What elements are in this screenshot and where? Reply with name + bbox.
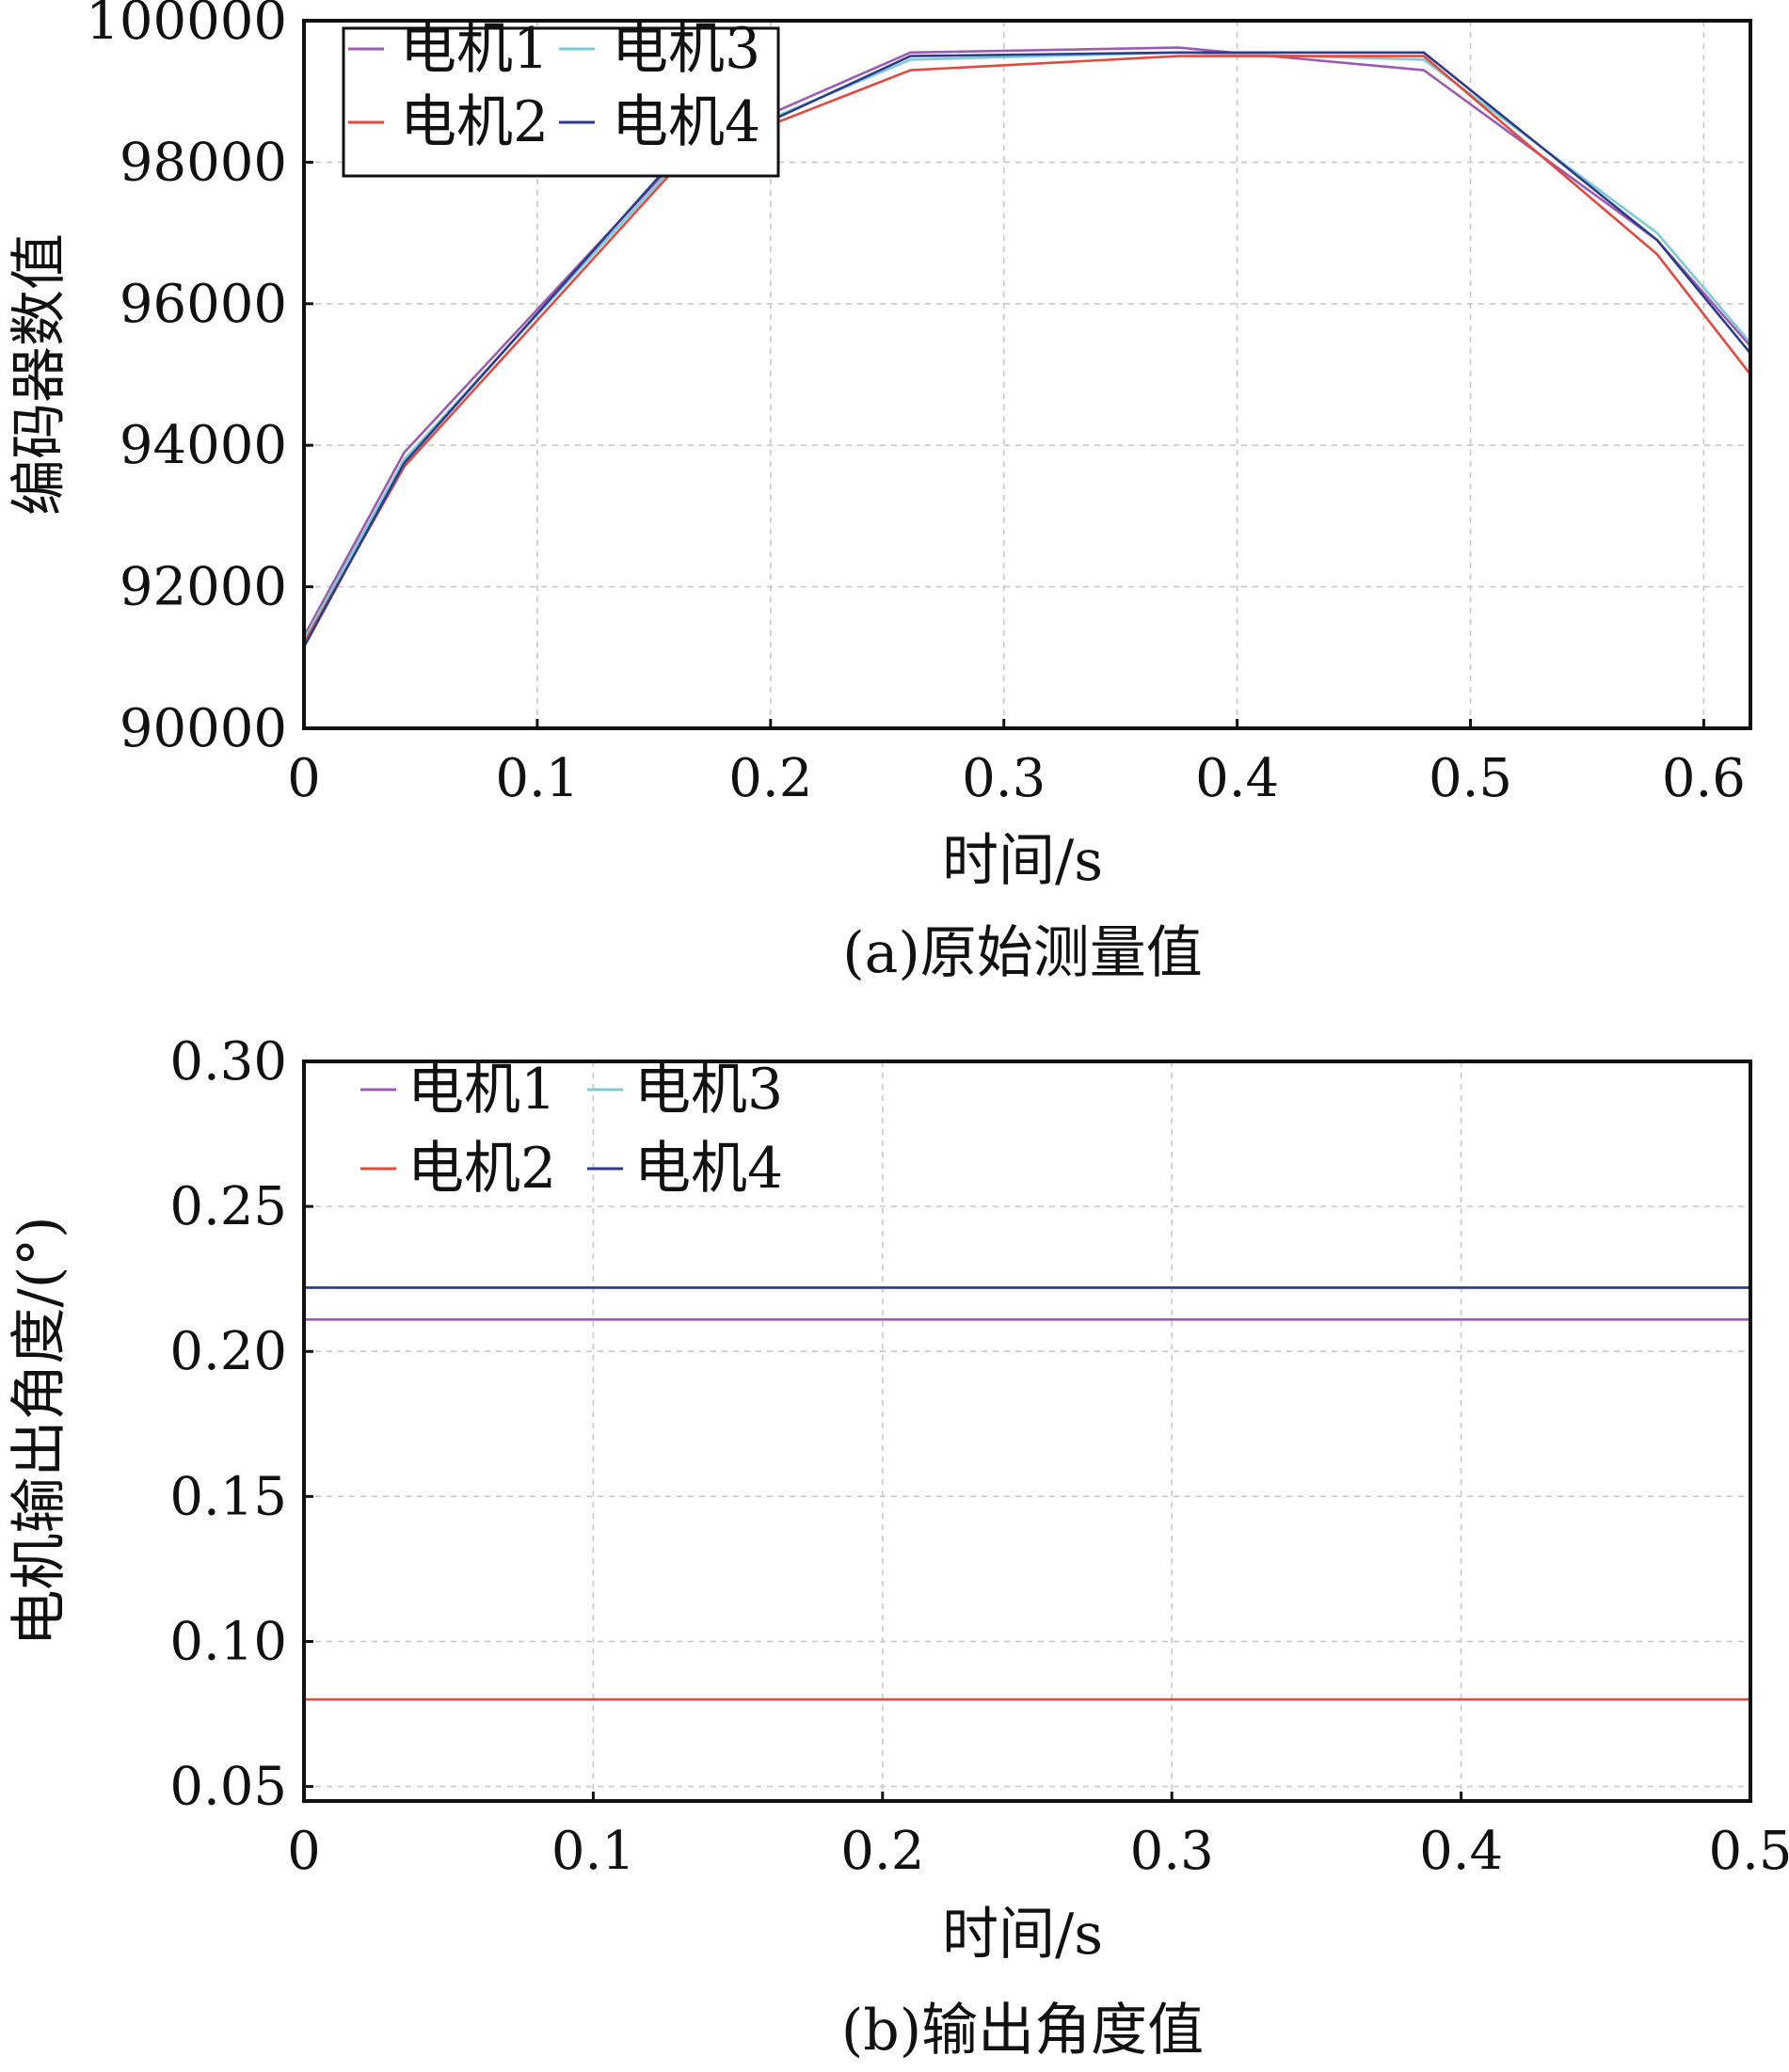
x-tick-label: 0.2 — [728, 748, 812, 809]
x-tick-label: 0.1 — [551, 1821, 635, 1882]
legend-label-4: 电机4 — [634, 1136, 783, 1202]
y-tick-label: 98000 — [120, 132, 287, 193]
x-tick-label: 0.4 — [1419, 1821, 1503, 1882]
x-axis-title: 时间/s — [942, 828, 1103, 894]
y-tick-label: 0.05 — [169, 1757, 287, 1818]
x-tick-label: 0.2 — [840, 1821, 924, 1882]
series-line-2 — [302, 51, 1751, 641]
x-tick-label: 0.5 — [1708, 1821, 1789, 1882]
legend-label-2: 电机3 — [612, 16, 760, 82]
figure-caption: (a)原始测量值 — [842, 920, 1203, 986]
legend-label-3: 电机2 — [400, 89, 549, 155]
y-tick-label: 94000 — [120, 415, 287, 476]
legend: 电机1 电机3 电机2 电机4 — [360, 1057, 783, 1202]
series-line-4 — [302, 51, 1752, 648]
legend-label-1: 电机1 — [407, 1057, 556, 1123]
series-line-3 — [302, 55, 1752, 645]
plot-area-frame — [302, 19, 1752, 730]
x-axis-title: 时间/s — [942, 1902, 1103, 1968]
legend-label-2: 电机3 — [634, 1057, 783, 1123]
y-tick-label: 90000 — [120, 698, 287, 759]
legend-label-1: 电机1 — [400, 16, 549, 82]
legend: 电机1 电机3 电机2 电机4 — [342, 16, 780, 178]
figure-caption: (b)输出角度值 — [841, 1998, 1204, 2064]
y-tick-label: 0.10 — [169, 1611, 287, 1672]
x-tick-label: 0.3 — [1130, 1821, 1214, 1882]
y-tick-label: 92000 — [120, 557, 287, 618]
chart-panel-b: 0 0.1 0.2 0.3 0.4 0.5 0.05 0.10 0.15 0.20 0.25 0.30… — [7, 1031, 1789, 2064]
x-tick-label: 0.6 — [1662, 748, 1746, 809]
y-tick-label: 0.25 — [169, 1176, 287, 1237]
x-tick-label: 0.1 — [495, 748, 579, 809]
y-tick-label: 100000 — [86, 0, 287, 52]
y-axis-title: 电机输出角度/(°) — [7, 1216, 72, 1646]
y-tick-label: 0.15 — [169, 1466, 287, 1527]
x-tick-label: 0.5 — [1429, 748, 1512, 809]
legend-frame — [342, 26, 780, 178]
y-axis-title: 编码器数值 — [7, 233, 72, 516]
y-tick-label: 96000 — [120, 274, 287, 335]
x-tick-label: 0 — [287, 1821, 321, 1882]
series-line-1 — [302, 46, 1751, 637]
legend-label-4: 电机4 — [612, 89, 760, 155]
y-tick-label: 0.30 — [169, 1031, 287, 1092]
x-tick-label: 0 — [287, 748, 321, 809]
x-tick-label: 0.4 — [1195, 748, 1279, 809]
y-tick-label: 0.20 — [169, 1321, 287, 1382]
chart-panel-a: 0 0.1 0.2 0.3 0.4 0.5 0.6 90000 92000 94000 96000 9… — [7, 0, 1752, 986]
plot-area-frame — [302, 1060, 1752, 1803]
x-tick-label: 0.3 — [962, 748, 1046, 809]
legend-label-3: 电机2 — [407, 1136, 556, 1202]
